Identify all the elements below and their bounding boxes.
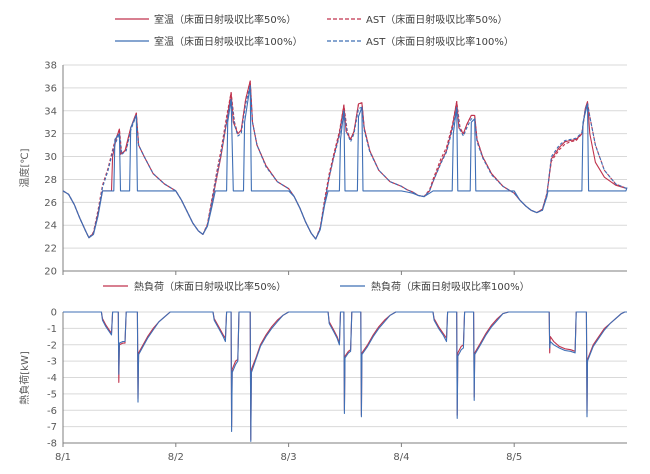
top-series-line-4	[62, 85, 628, 240]
top-legend: 室温（床面日射吸収比率50%） AST（床面日射吸収比率50%） 室温（床面日射…	[115, 13, 514, 48]
bottom-y-tick-label: -8	[47, 439, 57, 450]
bottom-y-tick-label: 0	[51, 308, 57, 319]
top-y-tick-label: 24	[44, 221, 57, 232]
top-y-tick-label: 30	[44, 152, 57, 163]
bottom-y-tick-label: -3	[47, 357, 57, 368]
bottom-x-tick-label: 8/5	[506, 452, 522, 463]
top-y-tick-label: 20	[44, 267, 57, 278]
top-y-tick-label: 28	[44, 175, 57, 186]
bottom-x-tick-label: 8/3	[281, 452, 297, 463]
bottom-series-line-2	[63, 311, 627, 442]
top-y-tick-label: 22	[44, 244, 57, 255]
bottom-plot-area: -8 -7 -6 -5 -4 -3 -2 -1 0 8/1 8/2 8/3 8/4 8/5	[47, 308, 627, 463]
bottom-x-tick-label: 8/2	[168, 452, 184, 463]
bottom-x-tick-label: 8/1	[55, 452, 71, 463]
bottom-y-tick-label: -6	[47, 406, 57, 417]
bottom-y-tick-label: -4	[47, 373, 57, 384]
top-y-tick-label: 36	[44, 83, 57, 94]
top-plot-area: 20 22 24 26 28 30 32 34 36 38	[44, 61, 628, 278]
legend-label-room-temp-50: 室温（床面日射吸収比率50%）	[154, 13, 296, 26]
bottom-y-tick-label: -7	[47, 422, 57, 433]
top-y-tick-label: 38	[44, 61, 57, 72]
legend-label-load-50: 熱負荷（床面日射吸収比率50%）	[134, 280, 286, 293]
bottom-legend: 熱負荷（床面日射吸収比率50%） 熱負荷（床面日射吸収比率100%）	[103, 280, 530, 293]
legend-label-ast-100: AST（床面日射吸収比率100%）	[366, 35, 514, 48]
bottom-y-tick-label: -1	[47, 324, 57, 335]
top-y-axis-label: 温度[℃]	[18, 148, 31, 187]
bottom-y-tick-label: -2	[47, 340, 57, 351]
bottom-x-tick-label: 8/4	[393, 452, 409, 463]
bottom-y-tick-label: -5	[47, 389, 57, 400]
bottom-y-axis-label: 熱負荷[kW]	[18, 351, 31, 405]
top-y-tick-label: 26	[44, 198, 57, 209]
legend-label-room-temp-100: 室温（床面日射吸収比率100%）	[154, 35, 303, 48]
legend-label-ast-50: AST（床面日射吸収比率50%）	[366, 13, 508, 26]
top-y-tick-label: 34	[44, 106, 57, 117]
top-y-tick-label: 32	[44, 129, 57, 140]
legend-label-load-100: 熱負荷（床面日射吸収比率100%）	[371, 280, 530, 293]
